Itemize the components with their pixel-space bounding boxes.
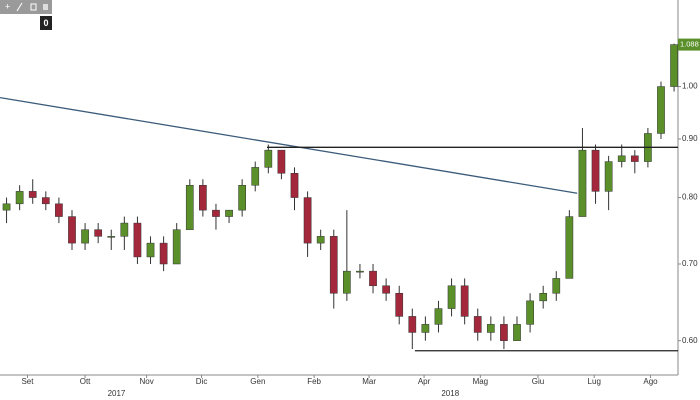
candle-body [172,229,181,265]
candle-body [526,300,534,325]
x-tick-label: Ott [80,377,91,386]
candle-body [185,185,194,230]
candle-body [657,86,665,134]
candle-body [552,278,561,294]
candle-body [159,242,168,265]
candle-body [264,149,273,168]
candle-body [68,216,76,244]
candle-body [369,270,377,287]
candle-body [316,236,325,244]
candle-body [395,293,404,317]
last-price-box [678,38,700,51]
candle-body [212,209,220,217]
candle-body [591,149,600,192]
candle-body [251,167,260,186]
candle-body [565,216,574,279]
candle-body [146,242,155,258]
candle-body [94,229,103,237]
y-tick-label: 0.70 [682,259,698,268]
x-tick-label: Ago [643,377,658,386]
toolbar-icon[interactable] [30,3,37,11]
candle-body [81,229,89,244]
candle-body [238,185,246,211]
x-tick-label: Dic [196,377,208,386]
candle-body [290,173,299,198]
candle-body [382,285,390,294]
candle-body [41,197,50,205]
year-label: 2018 [441,389,459,398]
candle-body [460,285,469,317]
candle-body [421,324,430,333]
candle-body [447,285,456,309]
x-tick-label: Lug [588,377,601,386]
candle-body [28,191,37,198]
x-tick-label: Nov [139,377,153,386]
candle-body [225,209,233,217]
toolbar-icon[interactable] [43,4,48,10]
candle-body [303,197,312,244]
x-tick-label: Mar [362,377,376,386]
candle-body [120,222,129,237]
candle-body [500,324,508,341]
candle-body [434,308,443,325]
x-tick-label: Mag [473,377,489,386]
candle-body [408,316,417,333]
y-tick-label: 0.60 [682,336,698,345]
candle-body [473,316,482,333]
candle-body [513,324,521,341]
y-tick-label: 0.80 [682,193,698,202]
x-tick-label: Apr [418,377,431,386]
annotation-line [0,96,578,194]
candle-body [199,185,207,211]
candle-body [630,155,639,162]
last-price-label: 1.088 [680,40,699,49]
toolbar[interactable] [0,0,52,14]
candle-body [55,203,63,217]
candle-body [329,236,338,294]
x-tick-label: Gen [250,377,265,386]
x-tick-label: Feb [307,377,321,386]
candle-body [356,270,364,273]
candle-body [486,324,495,333]
toolbar-icon[interactable] [16,2,23,12]
y-tick-label: 1.00 [682,82,698,91]
candle-body [107,236,116,238]
x-tick-label: Set [21,377,34,386]
candle-body [15,191,24,205]
candle-body [2,203,11,211]
y-tick-label: 0.90 [682,134,698,143]
candle-body [539,293,548,302]
x-tick-label: Giu [532,377,544,386]
year-label: 2017 [108,389,126,398]
candle-body [578,149,587,217]
toolbar-icon[interactable]: + [5,1,10,11]
candle-body [670,44,678,87]
value-box-text: 0 [43,18,48,28]
candle-body [617,155,626,162]
value-box [40,16,52,30]
candle-body [133,222,142,258]
candle-body [604,161,613,192]
candle-body [277,149,286,174]
candle-body [343,270,351,294]
